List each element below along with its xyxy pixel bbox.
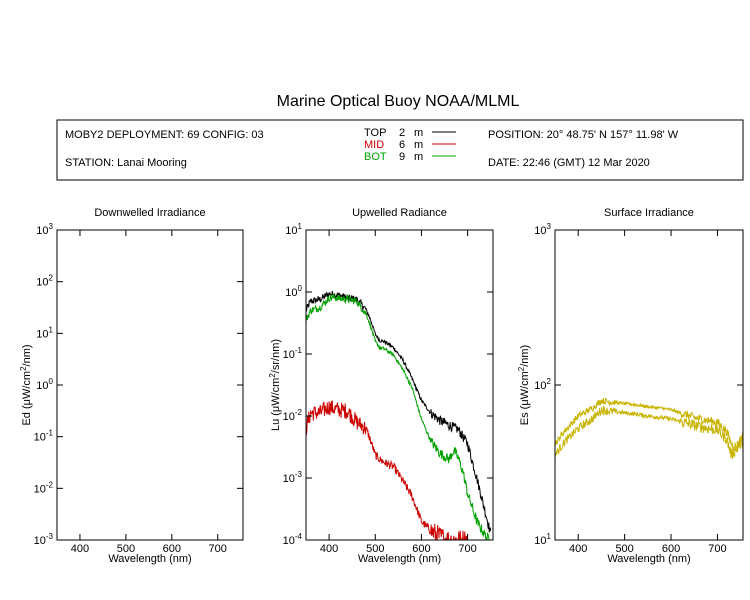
panel-title: Surface Irradiance xyxy=(604,207,694,219)
y-tick-label: 10-2 xyxy=(34,480,54,495)
legend-entry-bot: BOT 9 m xyxy=(364,151,456,163)
x-tick-label: 700 xyxy=(458,543,476,555)
legend-label: BOT xyxy=(364,151,387,163)
legend-entry-top: TOP 2 m xyxy=(364,127,456,139)
depth-legend: TOP 2 m MID 6 m BOT 9 m xyxy=(364,127,456,163)
legend-depth: 6 xyxy=(399,139,405,151)
y-tick-label: 101 xyxy=(36,325,53,340)
panel-title: Downwelled Irradiance xyxy=(94,207,205,219)
panel-title: Upwelled Radiance xyxy=(352,207,447,219)
y-tick-label: 102 xyxy=(36,274,53,289)
station-text: STATION: Lanai Mooring xyxy=(65,157,187,169)
x-tick-label: 500 xyxy=(366,543,384,555)
legend-label: MID xyxy=(364,139,384,151)
y-tick-label: 103 xyxy=(534,222,551,237)
x-axis-label: Wavelength (nm) xyxy=(358,553,441,565)
header-box: MOBY2 DEPLOYMENT: 69 CONFIG: 03 STATION:… xyxy=(56,119,744,181)
chart-panels: Downwelled Irradiance 400 500 600 700 10-3 10-… xyxy=(19,207,744,565)
header-frame xyxy=(56,119,744,181)
x-tick-label: 500 xyxy=(615,543,633,555)
x-tick-label: 400 xyxy=(71,543,89,555)
y-tick-label: 10-1 xyxy=(34,429,54,444)
y-tick-label: 10-1 xyxy=(283,346,303,361)
y-tick-label: 100 xyxy=(285,284,302,299)
y-tick-label: 100 xyxy=(36,377,53,392)
x-tick-label: 500 xyxy=(117,543,135,555)
legend-depth: 9 xyxy=(399,151,405,163)
y-tick-label: 10-3 xyxy=(283,470,303,485)
series-line-es-1 xyxy=(555,397,743,451)
x-tick-label: 700 xyxy=(209,543,227,555)
date-text: DATE: 22:46 (GMT) 12 Mar 2020 xyxy=(488,157,650,169)
x-axis-label: Wavelength (nm) xyxy=(108,553,191,565)
x-tick-label: 400 xyxy=(569,543,587,555)
plot-frame xyxy=(305,229,494,541)
y-tick-label: 103 xyxy=(36,222,53,237)
chart-panel-2: Upwelled Radiance 400 500 600 700 10-4 10-3 10-… xyxy=(268,207,494,565)
chart-panel-3: Surface Irradiance 400 500 600 700 101 102 103 W… xyxy=(517,207,744,565)
x-axis-label: Wavelength (nm) xyxy=(607,553,690,565)
plot-frame xyxy=(56,229,244,541)
y-tick-label: 102 xyxy=(534,377,551,392)
x-tick-label: 400 xyxy=(320,543,338,555)
x-tick-label: 600 xyxy=(662,543,680,555)
y-tick-label: 101 xyxy=(285,222,302,237)
y-tick-label: 101 xyxy=(534,532,551,547)
x-tick-label: 600 xyxy=(412,543,430,555)
y-axis-label: Ed (μW/cm2/nm) xyxy=(19,344,33,425)
legend-unit: m xyxy=(414,151,423,163)
legend-label: TOP xyxy=(364,127,386,139)
y-axis-label: Lu (μW/cm2/sr/nm) xyxy=(268,339,282,431)
x-tick-label: 600 xyxy=(163,543,181,555)
series-line-es-2 xyxy=(555,405,743,460)
series-group xyxy=(306,290,492,540)
figure-title: Marine Optical Buoy NOAA/MLML xyxy=(277,93,520,110)
legend-entry-mid: MID 6 m xyxy=(364,139,456,151)
series-line-top xyxy=(306,290,492,533)
x-tick-label: 700 xyxy=(708,543,726,555)
y-tick-label: 10-2 xyxy=(283,408,303,423)
y-tick-label: 10-3 xyxy=(34,532,54,547)
y-axis-label: Es (μW/cm2/nm) xyxy=(517,345,531,425)
legend-unit: m xyxy=(414,127,423,139)
legend-depth: 2 xyxy=(399,127,405,139)
position-text: POSITION: 20° 48.75' N 157° 11.98' W xyxy=(488,129,679,141)
plot-frame xyxy=(554,229,744,541)
series-group xyxy=(555,397,743,460)
series-line-bot xyxy=(306,293,491,540)
y-tick-label: 10-4 xyxy=(283,532,303,547)
series-line-mid xyxy=(306,400,469,540)
deployment-text: MOBY2 DEPLOYMENT: 69 CONFIG: 03 xyxy=(65,129,264,141)
chart-panel-1: Downwelled Irradiance 400 500 600 700 10-3 10-… xyxy=(19,207,244,565)
legend-unit: m xyxy=(414,139,423,151)
